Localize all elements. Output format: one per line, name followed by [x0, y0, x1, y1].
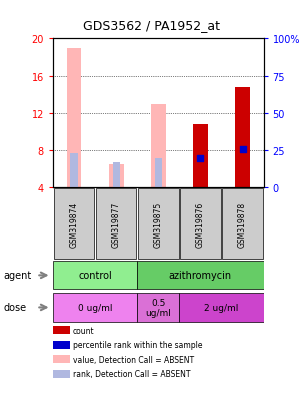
- Bar: [54, 189, 94, 259]
- Bar: [180, 189, 221, 259]
- Bar: [112, 163, 120, 188]
- Bar: [53, 262, 137, 290]
- Point: [240, 146, 245, 152]
- Text: agent: agent: [3, 271, 31, 281]
- Bar: [138, 189, 178, 259]
- Point: [198, 155, 203, 161]
- Bar: [179, 293, 264, 323]
- Text: GDS3562 / PA1952_at: GDS3562 / PA1952_at: [83, 19, 220, 31]
- Bar: [137, 262, 264, 290]
- Bar: [151, 104, 166, 188]
- Text: GSM319874: GSM319874: [70, 201, 78, 247]
- Bar: [109, 165, 124, 188]
- Text: count: count: [73, 326, 94, 335]
- Text: 0.5
ug/ml: 0.5 ug/ml: [145, 298, 171, 317]
- Text: GSM319877: GSM319877: [112, 201, 121, 247]
- Bar: [96, 189, 136, 259]
- Bar: [137, 293, 179, 323]
- Text: GSM319876: GSM319876: [196, 201, 205, 247]
- Bar: [193, 125, 208, 188]
- Bar: [70, 154, 78, 188]
- Bar: [155, 158, 162, 188]
- Bar: [235, 88, 250, 188]
- Text: 2 ug/ml: 2 ug/ml: [204, 303, 239, 312]
- Text: percentile rank within the sample: percentile rank within the sample: [73, 340, 202, 349]
- Bar: [67, 48, 82, 188]
- Text: dose: dose: [3, 303, 26, 313]
- Bar: [53, 293, 137, 323]
- Text: rank, Detection Call = ABSENT: rank, Detection Call = ABSENT: [73, 369, 190, 378]
- Text: azithromycin: azithromycin: [169, 271, 232, 281]
- Text: GSM319878: GSM319878: [238, 201, 247, 247]
- Text: 0 ug/ml: 0 ug/ml: [78, 303, 112, 312]
- Text: GSM319875: GSM319875: [154, 201, 163, 247]
- Bar: [222, 189, 263, 259]
- Text: control: control: [78, 271, 112, 281]
- Text: value, Detection Call = ABSENT: value, Detection Call = ABSENT: [73, 355, 194, 364]
